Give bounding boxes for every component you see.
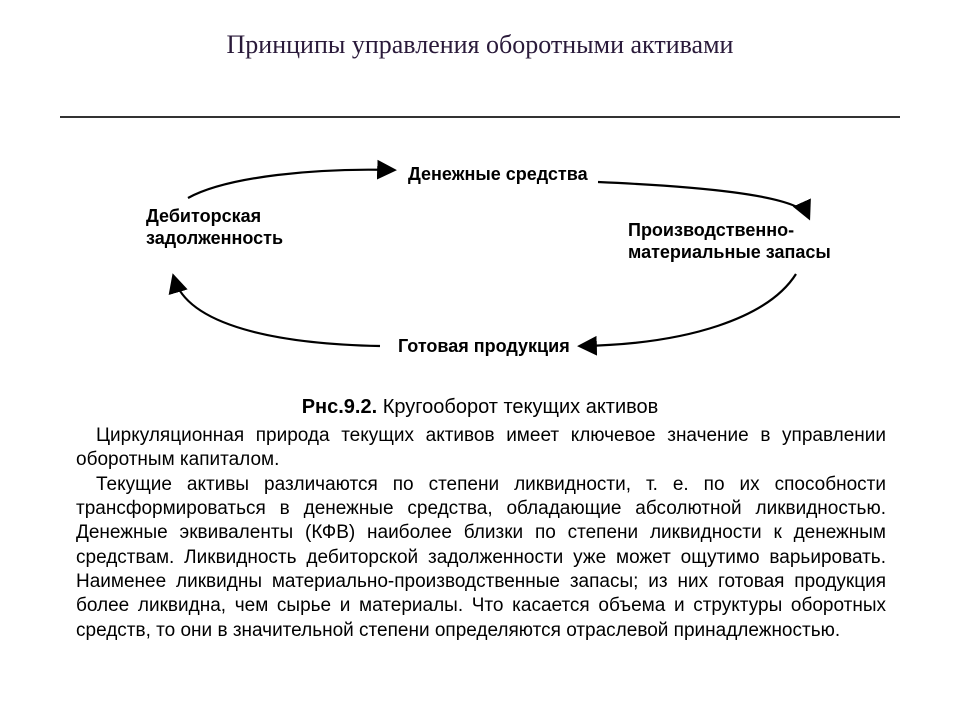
title-underline: [60, 116, 900, 118]
arrow-right-bottom: [582, 274, 796, 346]
paragraph-2: Текущие активы различаются по степени ли…: [76, 473, 886, 643]
figure-caption-text: Кругооборот текущих активов: [383, 396, 659, 418]
figure-caption-label: Рнс.9.2.: [302, 396, 377, 418]
cycle-diagram: Денежные средства Производственно- матер…: [128, 158, 848, 390]
figure-caption: Рнс.9.2. Кругооборот текущих активов: [0, 396, 960, 419]
page-title: Принципы управления оборотными активами: [0, 30, 960, 60]
arrow-top-right: [598, 182, 808, 216]
arrow-left-top: [188, 170, 392, 198]
cycle-arrows: [128, 158, 848, 390]
body-text: Циркуляционная природа текущих активов и…: [76, 424, 886, 643]
arrow-bottom-left: [174, 278, 380, 346]
paragraph-1: Циркуляционная природа текущих активов и…: [76, 424, 886, 473]
